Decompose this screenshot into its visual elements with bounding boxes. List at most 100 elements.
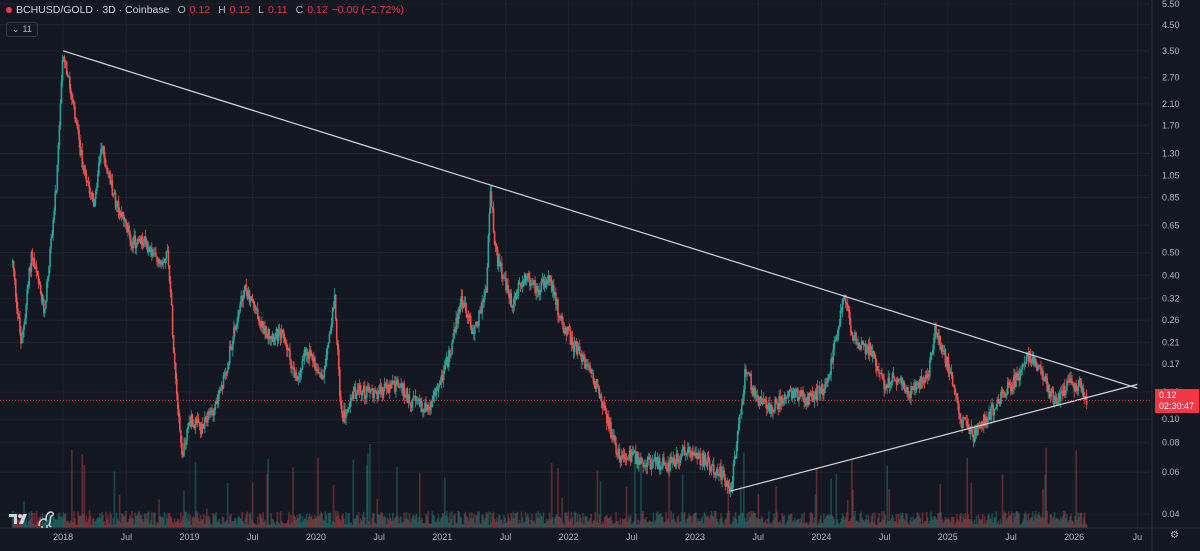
candle-body [604, 410, 607, 411]
candle-body [341, 405, 343, 414]
volume-bar [290, 515, 292, 528]
candle-body [961, 422, 963, 429]
candle-body [682, 446, 685, 450]
volume-bar [222, 517, 225, 528]
volume-bar [193, 517, 196, 528]
candle-body [374, 389, 376, 392]
price-axis[interactable]: 5.504.503.502.702.101.701.301.050.850.65… [1151, 0, 1180, 551]
trendlines[interactable] [63, 50, 1138, 492]
volume-bar [525, 516, 528, 528]
price-tick-label: 0.40 [1162, 271, 1180, 281]
volume-bar [635, 514, 637, 528]
candle-body [119, 216, 122, 218]
candle-body [560, 315, 562, 318]
volume-bar [53, 516, 55, 528]
price-tick-label: 0.50 [1162, 247, 1180, 257]
volume-bar [82, 513, 85, 528]
candle-body [21, 337, 23, 344]
volume-bar [390, 521, 393, 528]
price-tick-label: 0.10 [1162, 414, 1180, 424]
volume-bar [587, 521, 589, 528]
volume-bar [629, 514, 632, 528]
symbol-title[interactable]: BCHUSD/GOLD · 3D · Coinbase [16, 4, 170, 16]
price-tick-label: 4.50 [1162, 20, 1180, 30]
candle-body [993, 409, 995, 416]
candle-body [1056, 400, 1059, 405]
volume-bar [788, 515, 791, 528]
candle-body [719, 466, 721, 476]
candle-body [337, 349, 340, 370]
volume-bar [855, 520, 857, 528]
volume-bar [282, 523, 285, 528]
indicators-toggle[interactable]: ⌄ 11 [6, 22, 38, 37]
candle-body [424, 402, 426, 413]
volume-bar [793, 518, 796, 528]
volume-bar [271, 518, 274, 528]
volume-bar [65, 521, 68, 528]
volume-bar [780, 524, 783, 528]
candle-body [267, 328, 269, 339]
candle-body [118, 212, 121, 217]
volume-bar [76, 524, 78, 528]
volume-bar [857, 521, 859, 528]
volume-bar [334, 511, 337, 528]
candle-body [269, 336, 272, 339]
volume-bar [1054, 519, 1057, 528]
candle-body [156, 256, 158, 262]
volume-bar [1006, 517, 1009, 528]
volume-bar [884, 515, 886, 528]
volume-bar [757, 493, 760, 528]
volume-bar [531, 513, 533, 528]
volume-bar [888, 488, 891, 528]
candle-body [116, 201, 119, 207]
volume-bar [989, 518, 991, 528]
candle-body [164, 258, 167, 263]
candle-body [960, 418, 962, 423]
candle-body [833, 339, 836, 350]
candle-body [313, 357, 315, 362]
volume-bar [343, 518, 345, 528]
volume-bar [868, 523, 871, 528]
volume-bar [95, 518, 98, 528]
time-axis[interactable]: 2018 Jul 2019 Jul 2020 Jul 2021 Jul 2022 Jul 2023 J… [0, 527, 1200, 542]
volume-bar [758, 518, 761, 528]
price-tick-label: 0.32 [1162, 294, 1180, 304]
candle-body [1048, 384, 1051, 393]
candle-body [732, 463, 735, 481]
volume-bar [817, 522, 820, 528]
volume-bar [309, 517, 312, 528]
candle-body [515, 292, 518, 300]
candle-body [167, 250, 170, 266]
volume-bar [389, 518, 392, 528]
gear-icon[interactable]: ⚙ [1170, 530, 1179, 541]
volume-bar [303, 518, 306, 528]
volume-bar [745, 522, 747, 528]
volume-bar [228, 515, 231, 528]
candle-body [990, 406, 992, 420]
candle-body [1000, 389, 1003, 399]
volume-bar [925, 511, 928, 528]
candle-body [894, 380, 897, 382]
candle-body [179, 416, 181, 431]
volume-bar [1051, 518, 1054, 528]
candle-body [550, 281, 553, 292]
candle-body [166, 250, 169, 252]
volume-bar [135, 516, 138, 528]
candle-body [19, 317, 21, 333]
candle-body [768, 402, 770, 411]
candle-body [480, 309, 482, 314]
volume-bar [832, 516, 835, 528]
volume-bar [358, 523, 361, 528]
candle-body [437, 387, 440, 391]
candle-body [209, 412, 211, 415]
candle-body [145, 240, 148, 248]
candle-body [544, 281, 547, 288]
candle-body [65, 61, 68, 75]
volume-bar [143, 513, 146, 528]
volume-bar [766, 518, 769, 528]
volume-bar [596, 470, 599, 528]
candle-body [455, 317, 457, 332]
volume-bar [288, 511, 290, 528]
volume-bar [550, 463, 553, 528]
